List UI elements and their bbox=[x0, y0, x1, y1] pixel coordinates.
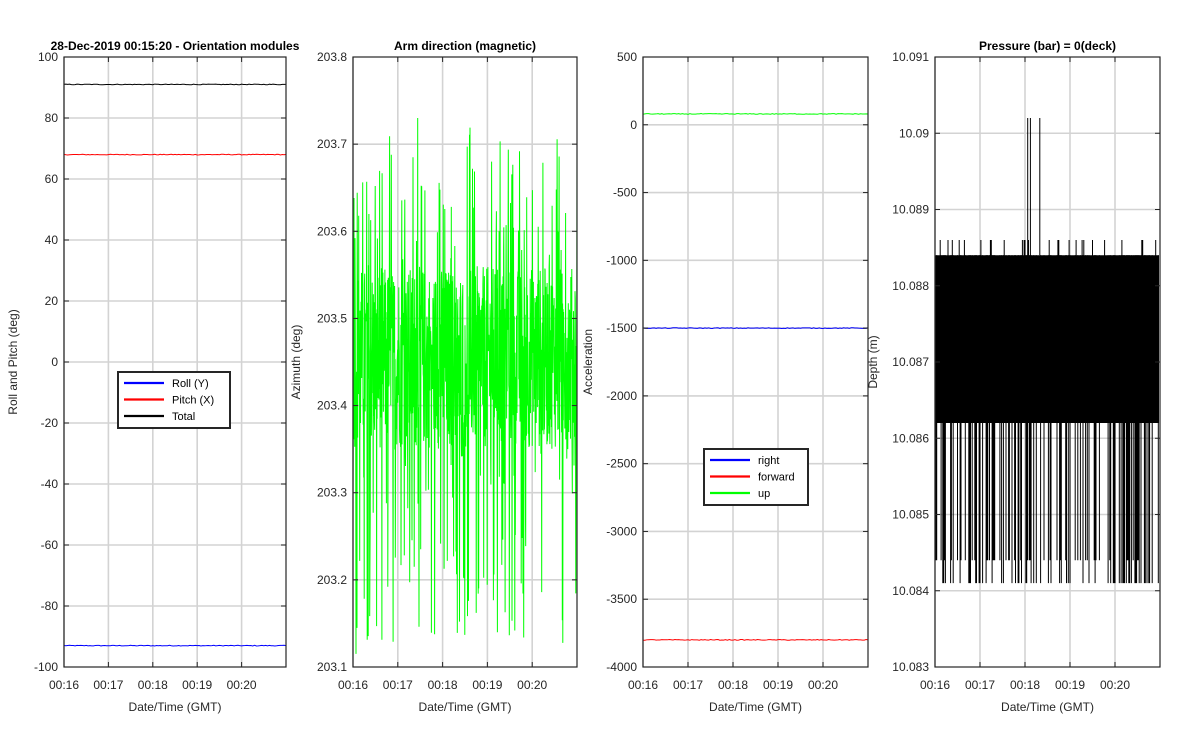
y-tick-label: -1000 bbox=[606, 253, 637, 267]
panel-title: Arm direction (magnetic) bbox=[394, 39, 536, 53]
y-tick-label: 203.7 bbox=[317, 137, 347, 151]
panel-3: 00:16 00:17 00:18 00:19 00:20 500 0 -500 -1000 -1… bbox=[581, 50, 869, 714]
panel-title: Pressure (bar) = 0(deck) bbox=[979, 39, 1116, 53]
y-tick-label: -2500 bbox=[606, 457, 637, 471]
axes-frame bbox=[642, 56, 869, 668]
x-tick-label: 00:18 bbox=[718, 678, 748, 692]
x-tick-label: 00:19 bbox=[763, 678, 793, 692]
y-tick-label: 80 bbox=[45, 111, 59, 125]
series-line-right bbox=[642, 327, 869, 329]
series-group bbox=[935, 118, 1159, 584]
legend: right forward up bbox=[703, 448, 809, 506]
panel-title: 28-Dec-2019 00:15:20 - Orientation modul… bbox=[51, 39, 300, 53]
legend-label: Total bbox=[172, 411, 195, 423]
y-tick-label: -2000 bbox=[606, 389, 637, 403]
y-tick-label: 10.085 bbox=[892, 508, 929, 522]
x-tick-label: 00:19 bbox=[182, 678, 212, 692]
x-tick-label: 00:20 bbox=[808, 678, 838, 692]
x-tick-label: 00:16 bbox=[338, 678, 368, 692]
y-tick-label: -60 bbox=[41, 538, 59, 552]
y-tick-label: 0 bbox=[51, 355, 58, 369]
series-line-forward bbox=[642, 639, 869, 641]
y-tick-label: -100 bbox=[34, 660, 58, 674]
x-axis-label: Date/Time (GMT) bbox=[1001, 700, 1094, 714]
y-tick-label: 10.087 bbox=[892, 355, 929, 369]
y-tick-label: 203.8 bbox=[317, 50, 347, 64]
y-tick-label: -3000 bbox=[606, 524, 637, 538]
y-tick-label: 10.091 bbox=[892, 50, 929, 64]
series-line-roll-y bbox=[63, 644, 287, 647]
x-tick-label: 00:18 bbox=[138, 678, 168, 692]
y-tick-label: 203.1 bbox=[317, 660, 347, 674]
x-tick-label: 00:18 bbox=[1010, 678, 1040, 692]
legend-label: up bbox=[758, 488, 770, 500]
y-tick-label: 100 bbox=[38, 50, 58, 64]
y-tick-label: 60 bbox=[45, 172, 59, 186]
y-tick-label: 10.084 bbox=[892, 584, 929, 598]
series-line-up bbox=[642, 113, 869, 115]
series-group bbox=[63, 83, 287, 647]
legend-label: Pitch (X) bbox=[172, 395, 214, 407]
legend-label: Roll (Y) bbox=[172, 378, 209, 390]
y-tick-label: 10.086 bbox=[892, 431, 929, 445]
y-tick-label: -20 bbox=[41, 416, 59, 430]
y-tick-label: -3500 bbox=[606, 592, 637, 606]
series-line-pitch-x bbox=[63, 153, 287, 156]
series-line-azimuth bbox=[352, 117, 578, 654]
y-tick-label: 0 bbox=[630, 118, 637, 132]
series-line-total bbox=[63, 83, 287, 86]
y-tick-label: 10.088 bbox=[892, 279, 929, 293]
y-tick-label: 10.083 bbox=[892, 660, 929, 674]
y-tick-label: 10.09 bbox=[899, 126, 929, 140]
y-axis-label: Roll and Pitch (deg) bbox=[6, 309, 20, 414]
series-group bbox=[642, 113, 869, 641]
x-tick-label: 00:16 bbox=[920, 678, 950, 692]
x-tick-label: 00:17 bbox=[383, 678, 413, 692]
x-tick-label: 00:19 bbox=[472, 678, 502, 692]
legend-label: right bbox=[758, 455, 779, 467]
y-tick-label: 203.6 bbox=[317, 224, 347, 238]
x-tick-label: 00:17 bbox=[93, 678, 123, 692]
y-axis-label: Acceleration bbox=[581, 329, 595, 395]
x-tick-label: 00:16 bbox=[49, 678, 79, 692]
y-tick-label: 203.4 bbox=[317, 399, 347, 413]
y-tick-label: 500 bbox=[617, 50, 637, 64]
x-tick-label: 00:17 bbox=[673, 678, 703, 692]
x-tick-label: 00:19 bbox=[1055, 678, 1085, 692]
panel-2: 00:16 00:17 00:18 00:19 00:20 203.8 203.7 203.6… bbox=[289, 39, 578, 714]
y-tick-label: 203.2 bbox=[317, 573, 347, 587]
y-tick-label: -80 bbox=[41, 599, 59, 613]
x-tick-label: 00:16 bbox=[628, 678, 658, 692]
series-line-depth bbox=[935, 118, 1159, 584]
x-tick-label: 00:20 bbox=[517, 678, 547, 692]
x-axis-label: Date/Time (GMT) bbox=[419, 700, 512, 714]
legend: Roll (Y) Pitch (X) Total bbox=[117, 371, 231, 429]
y-tick-label: 203.5 bbox=[317, 311, 347, 325]
y-tick-label: 203.3 bbox=[317, 486, 347, 500]
y-axis-label: Azimuth (deg) bbox=[289, 325, 303, 400]
y-tick-label: 40 bbox=[45, 233, 59, 247]
x-tick-label: 00:18 bbox=[428, 678, 458, 692]
legend-label: forward bbox=[758, 472, 795, 484]
y-tick-label: 20 bbox=[45, 294, 59, 308]
x-tick-label: 00:17 bbox=[965, 678, 995, 692]
series-group bbox=[352, 117, 578, 654]
y-tick-label: -40 bbox=[41, 477, 59, 491]
y-tick-label: -500 bbox=[613, 186, 637, 200]
x-axis-label: Date/Time (GMT) bbox=[129, 700, 222, 714]
x-tick-label: 00:20 bbox=[227, 678, 257, 692]
y-tick-label: -1500 bbox=[606, 321, 637, 335]
y-axis-label: Depth (m) bbox=[866, 335, 880, 388]
y-tick-label: -4000 bbox=[606, 660, 637, 674]
panel-4: 00:16 00:17 00:18 00:19 00:20 10.091 10.09 10.0… bbox=[866, 39, 1161, 714]
y-tick-label: 10.089 bbox=[892, 203, 929, 217]
x-tick-label: 00:20 bbox=[1100, 678, 1130, 692]
panel-1: 00:16 00:17 00:18 00:19 00:20 100 80 60 40 20 0 -20… bbox=[6, 39, 300, 714]
axes-frame bbox=[352, 56, 578, 668]
plot-area bbox=[643, 57, 868, 667]
x-axis-label: Date/Time (GMT) bbox=[709, 700, 802, 714]
